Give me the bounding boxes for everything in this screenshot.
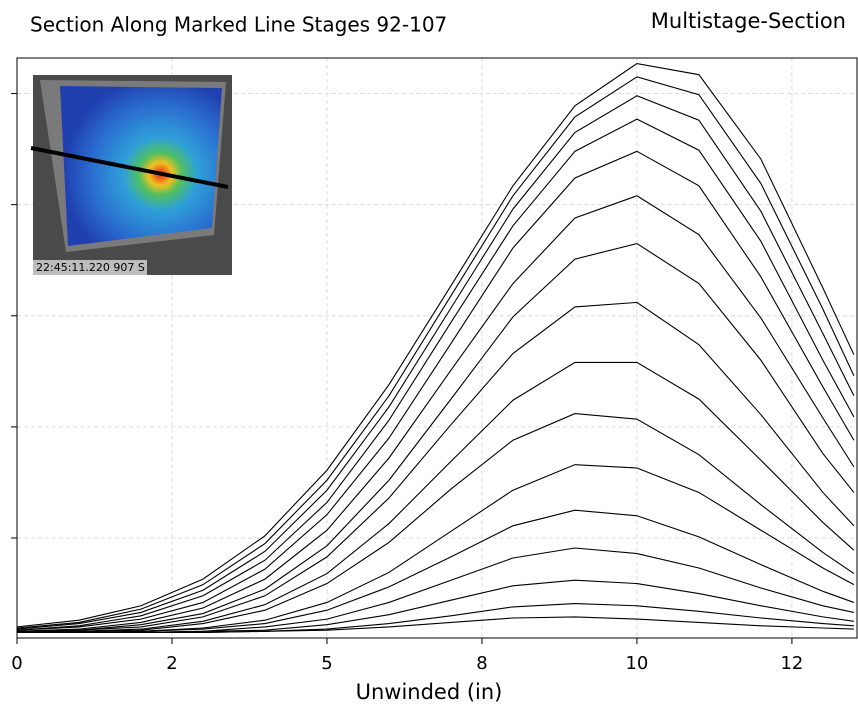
- x-tick-label: 10: [625, 653, 648, 674]
- x-tick-label: 0: [11, 653, 22, 674]
- series-line: [16, 95, 855, 630]
- inset-label: 22:45:11.220 907 S: [36, 261, 145, 274]
- inset-marked-line: [30, 146, 229, 189]
- plot-frame: [16, 57, 858, 639]
- x-tick-label: 2: [166, 653, 177, 674]
- lines: [16, 62, 855, 633]
- chart-subtitle: Multistage-Section: [651, 9, 846, 33]
- series-line: [16, 412, 855, 633]
- series-line: [16, 242, 855, 632]
- series-line: [17, 547, 855, 633]
- inset-heatmap: [60, 86, 222, 246]
- inset-label-box: [33, 260, 147, 275]
- series-line: [16, 361, 855, 633]
- series-line: [16, 195, 855, 632]
- inset-image: 22:45:11.220 907 S: [30, 75, 232, 275]
- series-line: [17, 464, 855, 633]
- series-line: [16, 301, 855, 633]
- x-axis-label: Unwinded (in): [356, 680, 503, 704]
- series-line: [17, 603, 854, 633]
- series-line: [16, 118, 855, 631]
- chart-title: Section Along Marked Line Stages 92-107: [30, 13, 447, 37]
- x-tick-label: 8: [476, 653, 487, 674]
- series-line: [16, 62, 855, 628]
- series-line: [16, 150, 855, 631]
- series-line: [16, 76, 855, 629]
- x-tick-label: 5: [321, 653, 332, 674]
- x-tick-label: 12: [780, 653, 803, 674]
